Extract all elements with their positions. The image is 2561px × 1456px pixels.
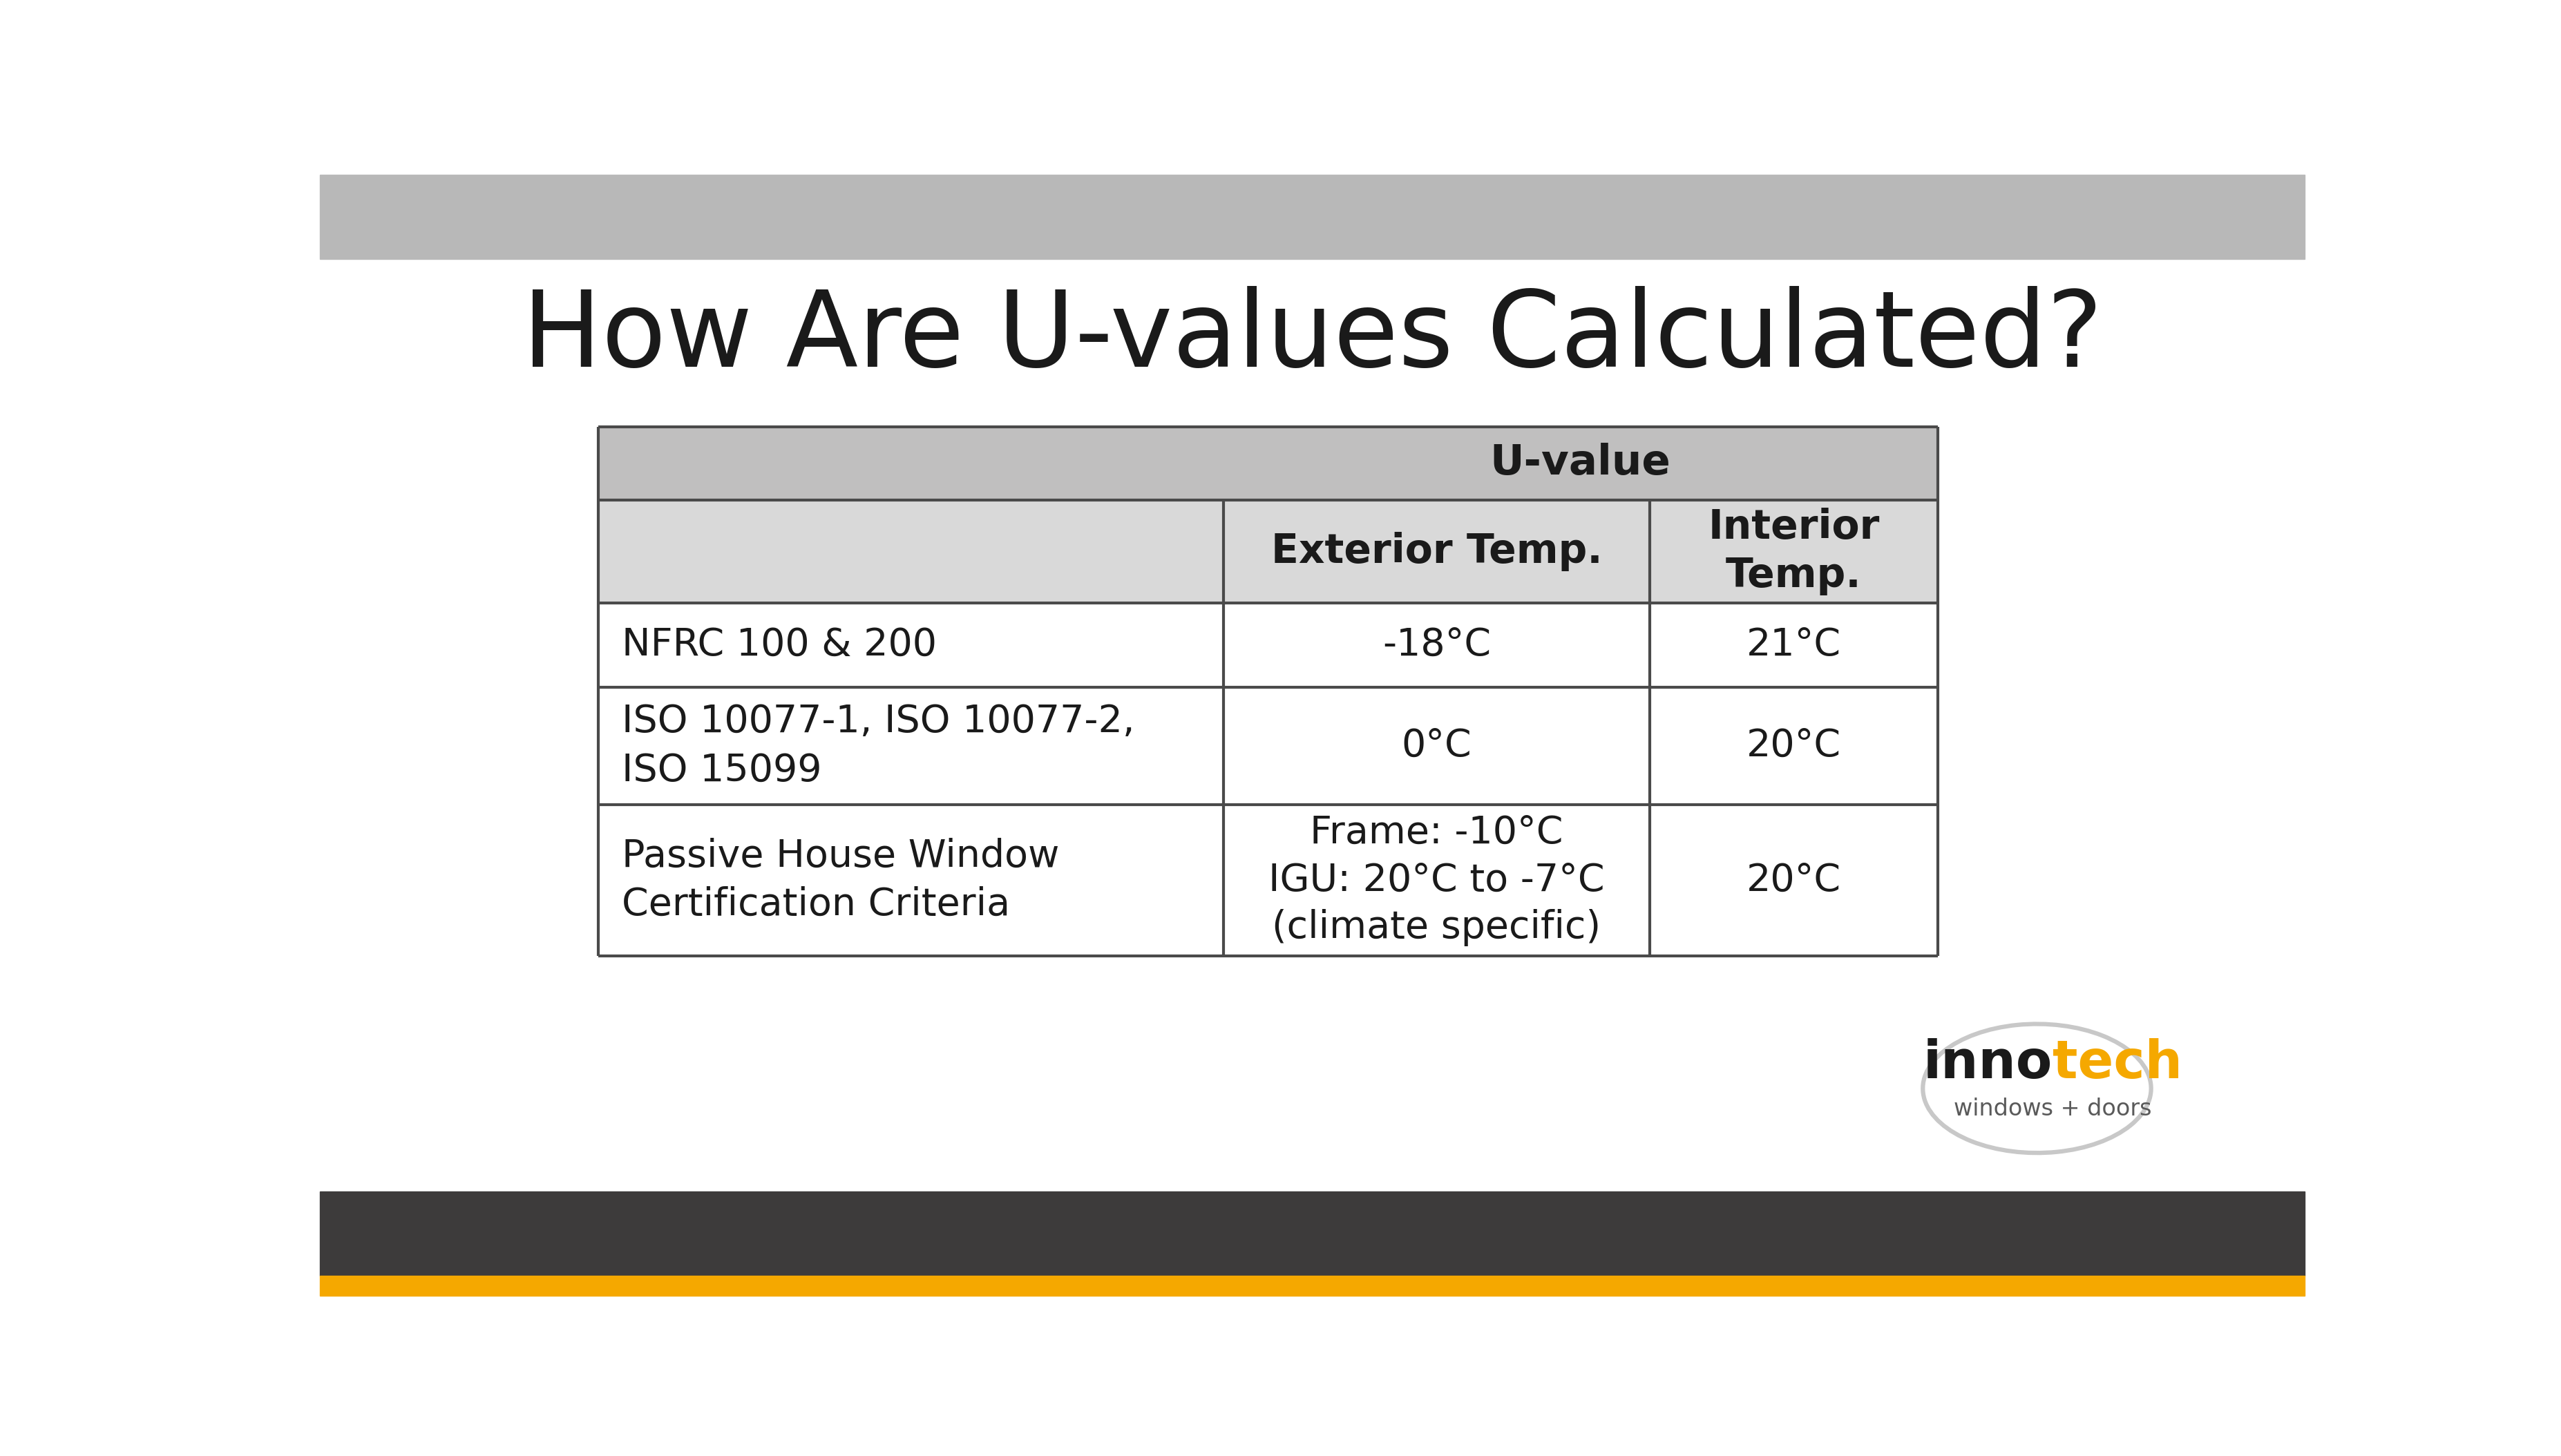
Bar [1649, 603, 1939, 687]
Text: tech: tech [2054, 1038, 2182, 1089]
Bar [320, 175, 2305, 259]
Bar [1224, 805, 1649, 957]
Bar [1649, 499, 1939, 603]
Bar [1224, 603, 1649, 687]
Bar [599, 427, 1224, 499]
Bar [599, 805, 1224, 957]
Bar [1224, 687, 1649, 805]
Text: 20°C: 20°C [1747, 728, 1841, 764]
Text: Frame: -10°C
IGU: 20°C to -7°C
(climate specific): Frame: -10°C IGU: 20°C to -7°C (climate … [1268, 814, 1606, 946]
Text: ISO 10077-1, ISO 10077-2,
ISO 15099: ISO 10077-1, ISO 10077-2, ISO 15099 [622, 703, 1135, 789]
Text: Passive House Window
Certification Criteria: Passive House Window Certification Crite… [622, 837, 1060, 923]
Text: 21°C: 21°C [1747, 626, 1841, 664]
Text: Interior
Temp.: Interior Temp. [1708, 507, 1880, 596]
Text: NFRC 100 & 200: NFRC 100 & 200 [622, 626, 937, 664]
Bar [599, 603, 1224, 687]
Bar [1224, 427, 1939, 499]
Bar [1224, 499, 1649, 603]
Text: -18°C: -18°C [1383, 626, 1491, 664]
Text: windows + doors: windows + doors [1954, 1098, 2151, 1120]
Text: U-value: U-value [1491, 443, 1670, 483]
Text: 20°C: 20°C [1747, 862, 1841, 900]
Text: inno: inno [1923, 1038, 2054, 1089]
Bar [320, 1275, 2305, 1296]
Text: How Are U-values Calculated?: How Are U-values Calculated? [522, 285, 2103, 389]
Text: 0°C: 0°C [1401, 728, 1473, 764]
Bar [1649, 687, 1939, 805]
Bar [599, 499, 1224, 603]
Bar [320, 1191, 2305, 1275]
Bar [1649, 805, 1939, 957]
Text: Exterior Temp.: Exterior Temp. [1270, 531, 1603, 571]
Bar [599, 687, 1224, 805]
